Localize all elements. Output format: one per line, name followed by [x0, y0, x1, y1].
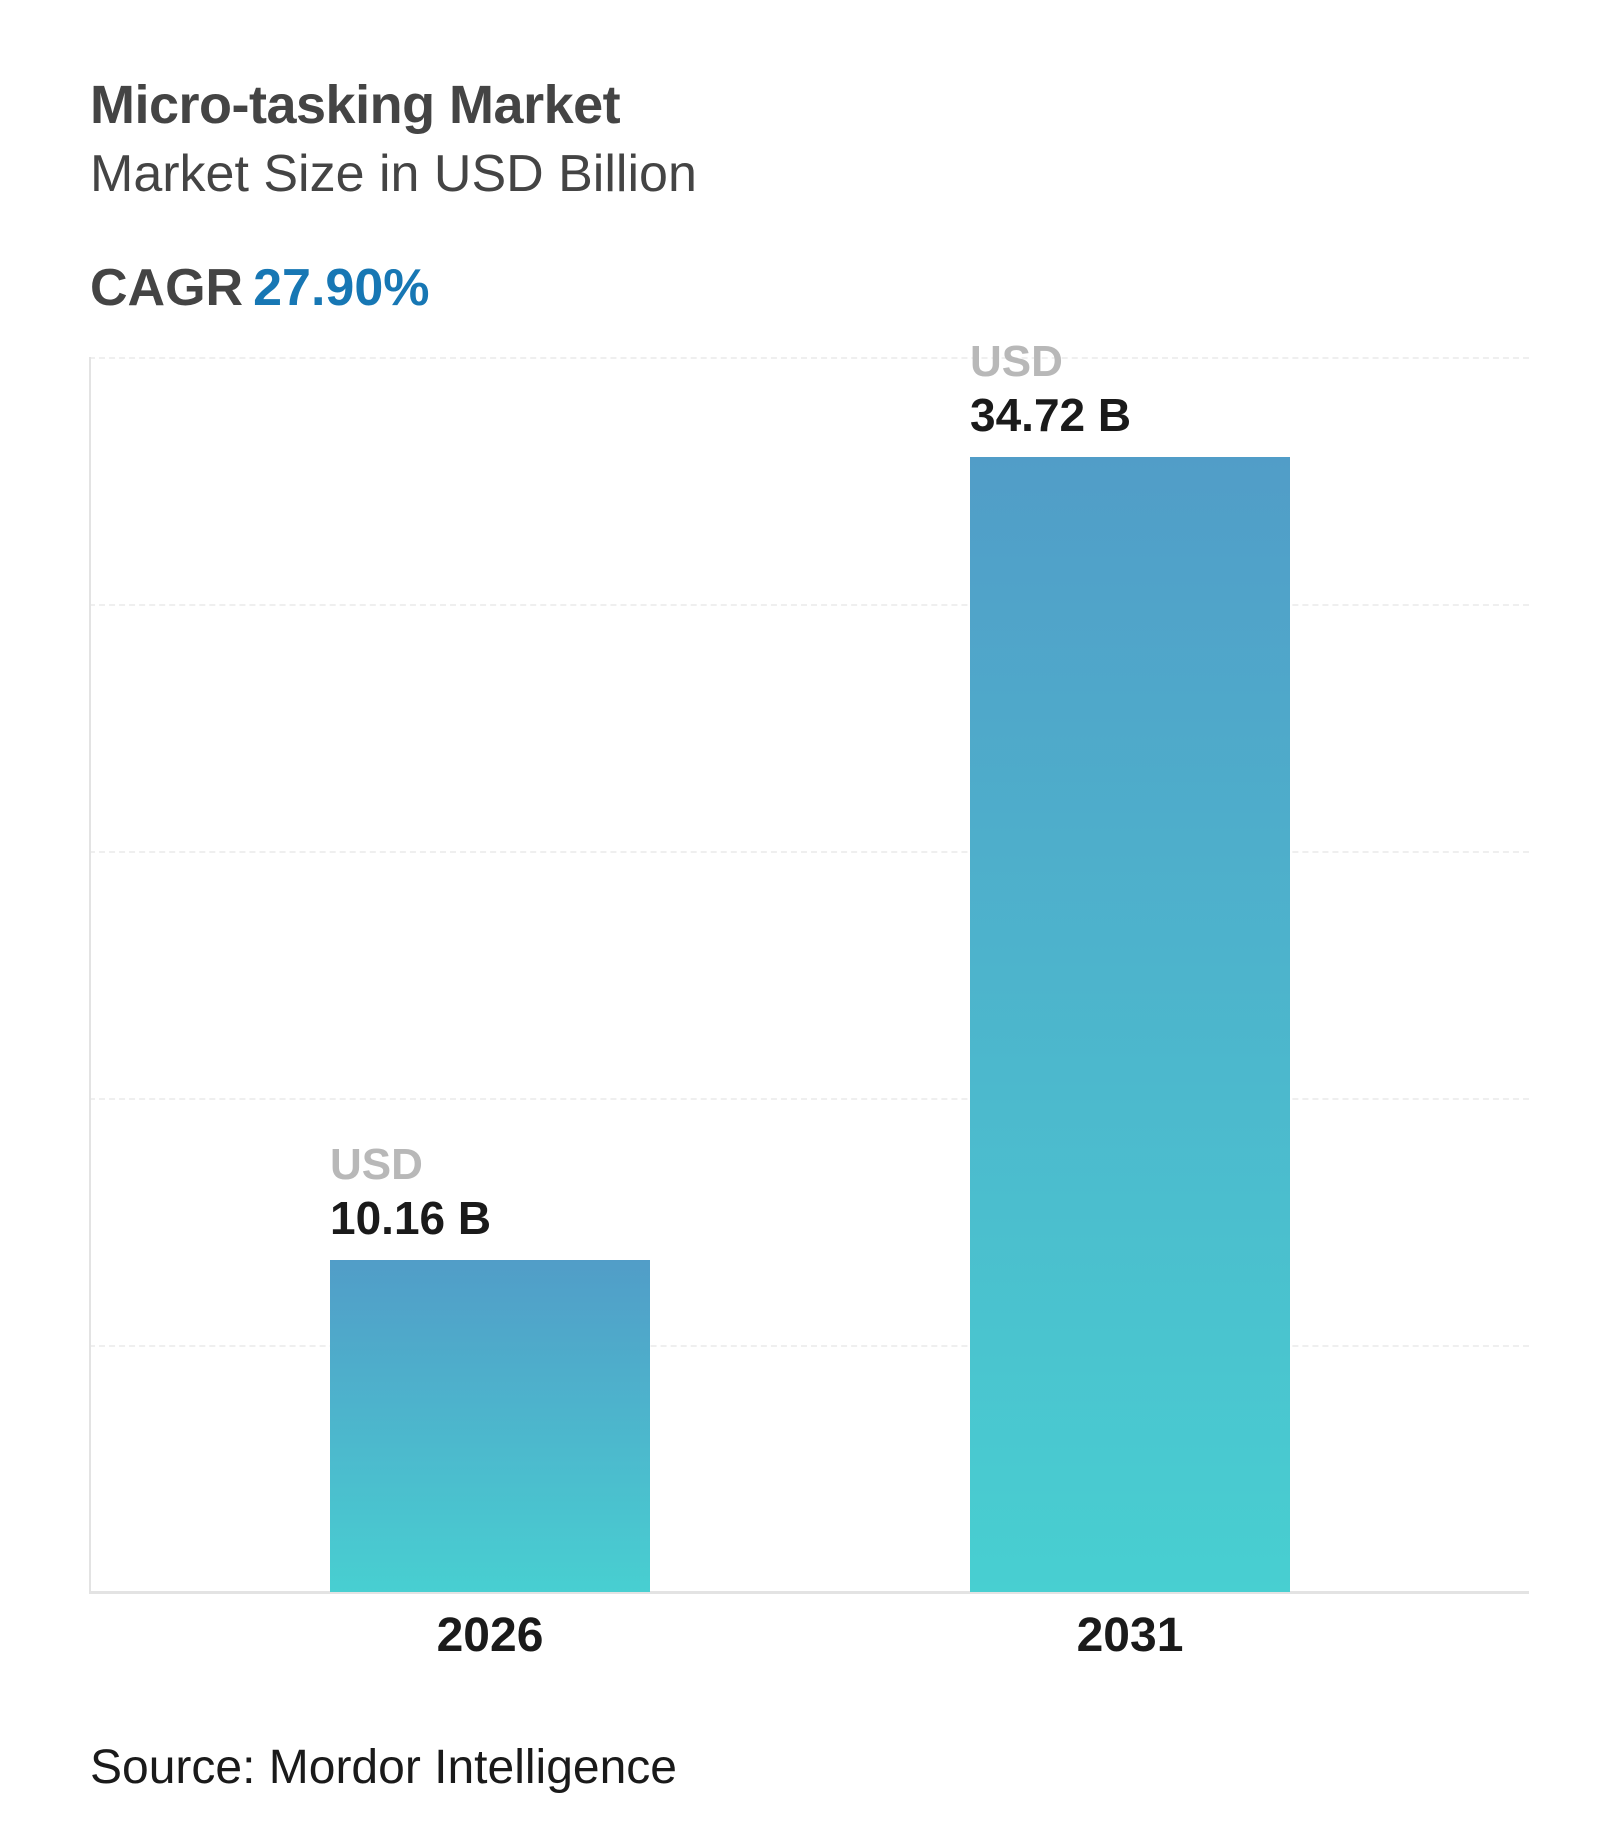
bar-currency: USD [970, 337, 1063, 386]
x-axis-line [89, 1591, 1529, 1594]
gridline [89, 1345, 1529, 1347]
y-axis-line [89, 357, 91, 1592]
chart-title: Micro-tasking Market [90, 75, 621, 135]
bar-currency: USD [330, 1140, 423, 1189]
bar-label-2026: USD 10.16 B [330, 1140, 730, 1246]
bar-2031 [970, 457, 1290, 1592]
x-tick-2031: 2031 [1076, 1609, 1184, 1662]
cagr-value: 27.90% [253, 259, 430, 317]
cagr-annotation: CAGR 27.90% [90, 258, 429, 318]
bar-value: 10.16 B [330, 1192, 492, 1244]
gridline [89, 851, 1529, 853]
source-note: Source: Mordor Intelligence [90, 1741, 677, 1794]
cagr-label: CAGR [90, 259, 244, 317]
gridline [89, 357, 1529, 359]
bar-2026 [330, 1260, 650, 1592]
bar-label-2031: USD 34.72 B [970, 337, 1370, 443]
gridline [89, 604, 1529, 606]
chart-subtitle: Market Size in USD Billion [90, 145, 697, 203]
x-tick-2026: 2026 [436, 1609, 544, 1662]
plot-area: USD 10.16 B USD 34.72 B [89, 337, 1529, 1594]
gridline [89, 1098, 1529, 1100]
bar-value: 34.72 B [970, 389, 1132, 441]
